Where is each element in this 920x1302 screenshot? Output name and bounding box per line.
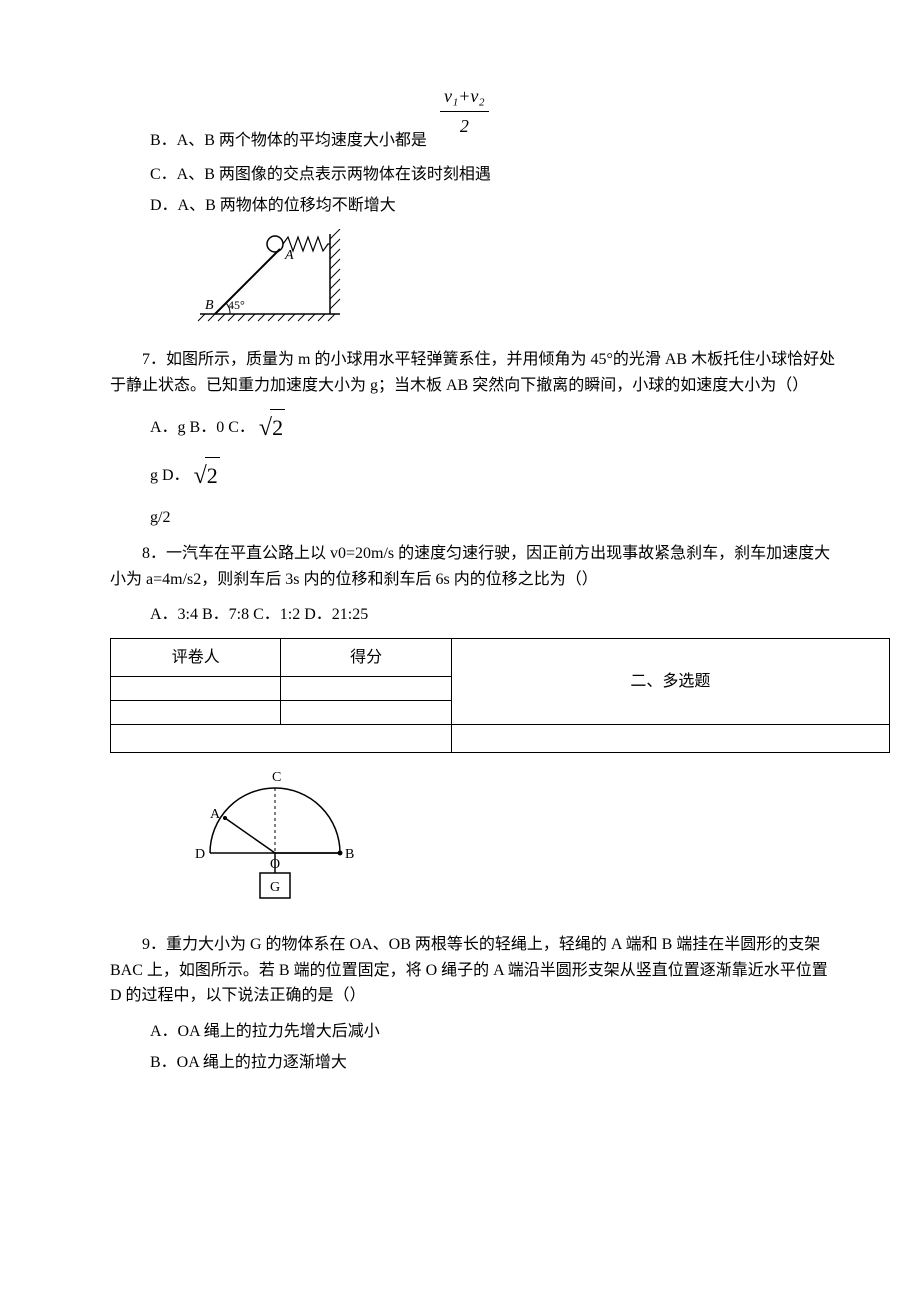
q7-options-2: g D． √2 xyxy=(150,457,840,495)
q8-options: A．3:4 B．7:8 C．1:2 D．21:25 xyxy=(150,602,840,628)
label-C: C xyxy=(272,770,281,785)
table-blank4 xyxy=(281,701,451,725)
score-table: 评卷人 得分 二、多选题 xyxy=(110,638,890,754)
sqrt2-b: √2 xyxy=(194,457,220,495)
label-b: B xyxy=(205,298,214,313)
label-D: D xyxy=(195,847,205,862)
option-b: B．A、B 两个物体的平均速度大小都是 xyxy=(150,100,840,154)
label-B2: B xyxy=(345,847,354,862)
table-blank2 xyxy=(281,677,451,701)
sqrt2-a: √2 xyxy=(259,409,285,447)
q9-optB: B．OA 绳上的拉力逐渐增大 xyxy=(150,1050,840,1076)
label-A2: A xyxy=(210,807,221,822)
q7-options-3: g/2 xyxy=(150,505,840,531)
table-blank6 xyxy=(451,725,889,753)
question-8: 8．一汽车在平直公路上以 v0=20m/s 的速度匀速行驶，因正前方出现事故紧急… xyxy=(110,541,840,592)
table-title: 二、多选题 xyxy=(451,638,889,725)
figure-semicircle: C A D B O G xyxy=(180,763,840,922)
table-blank1 xyxy=(111,677,281,701)
label-a: A xyxy=(284,248,294,263)
q7-options-1: A．g B．0 C． √2 xyxy=(150,409,840,447)
fraction-v1v2: v₁+v₂ 2 xyxy=(440,82,489,141)
option-d: D．A、B 两物体的位移均不断增大 xyxy=(150,193,840,219)
fraction-num: v₁+v₂ xyxy=(440,82,489,112)
q7-optA: A．g B．0 C． xyxy=(150,418,255,435)
q9-optA: A．OA 绳上的拉力先增大后减小 xyxy=(150,1019,840,1045)
label-G: G xyxy=(270,880,280,895)
q7-optB: g D． xyxy=(150,467,190,484)
table-col1: 评卷人 xyxy=(111,638,281,677)
question-9: 9．重力大小为 G 的物体系在 OA、OB 两根等长的轻绳上，轻绳的 A 端和 … xyxy=(110,932,840,1009)
figure-spring-incline: A B 45° xyxy=(180,229,840,338)
table-col2: 得分 xyxy=(281,638,451,677)
option-c: C．A、B 两图像的交点表示两物体在该时刻相遇 xyxy=(150,162,840,188)
label-angle: 45° xyxy=(228,298,245,312)
question-7: 7．如图所示，质量为 m 的小球用水平轻弹簧系住，并用倾角为 45°的光滑 AB… xyxy=(110,347,840,398)
table-blank3 xyxy=(111,701,281,725)
table-blank5 xyxy=(111,725,452,753)
fraction-den: 2 xyxy=(440,112,489,141)
